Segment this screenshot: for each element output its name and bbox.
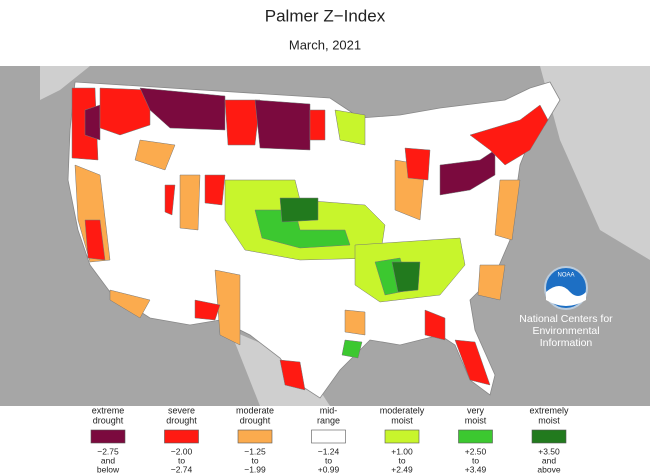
legend-range: −2.00 [171, 446, 193, 456]
legend-label: moist [538, 415, 560, 425]
legend-swatch [458, 429, 493, 444]
legend-swatch [311, 429, 346, 444]
region [439, 149, 496, 196]
legend-range: +1.00 [391, 446, 413, 456]
legend-label: severe [168, 405, 195, 415]
region [179, 174, 201, 231]
region [309, 109, 326, 141]
region [194, 299, 221, 321]
legend-range: below [97, 464, 120, 474]
region [84, 104, 101, 141]
region [344, 309, 366, 336]
legend-range: to [472, 455, 479, 465]
legend-label: range [317, 415, 340, 425]
legend-range: and [542, 455, 556, 465]
region [164, 184, 176, 216]
map-title: Palmer Z−Index [265, 6, 386, 25]
legend-label: drought [240, 415, 271, 425]
region [391, 261, 421, 293]
legend-swatch [384, 429, 420, 444]
legend-range: +3.49 [465, 464, 487, 474]
canada [40, 66, 650, 260]
noaa-text: Information [540, 337, 593, 349]
legend-label: extremely [529, 405, 569, 415]
region [204, 174, 226, 206]
region [404, 147, 431, 181]
legend-label: moist [465, 415, 487, 425]
region [334, 109, 366, 146]
region [279, 197, 319, 223]
region [454, 339, 491, 386]
region [424, 309, 446, 341]
legend-label: moist [391, 415, 413, 425]
region [254, 99, 311, 151]
legend-swatch [90, 429, 126, 444]
legend-range: −1.99 [244, 464, 266, 474]
legend-swatch [531, 429, 567, 444]
legend-swatch [237, 429, 273, 444]
legend-label: moderately [380, 405, 425, 415]
region [477, 264, 506, 301]
legend-label: very [467, 405, 485, 415]
region [224, 99, 261, 146]
legend-label: drought [166, 415, 197, 425]
legend-range: to [398, 455, 405, 465]
region [469, 104, 549, 166]
region [109, 289, 151, 319]
legend-range: +0.99 [318, 464, 340, 474]
legend-range: −1.25 [244, 446, 266, 456]
region [341, 339, 363, 359]
noaa-text: Environmental [532, 325, 599, 337]
legend-range: above [537, 464, 560, 474]
legend-range: +2.49 [391, 464, 413, 474]
legend-range: +3.50 [538, 446, 560, 456]
legend-range: to [178, 455, 185, 465]
legend-label: drought [93, 415, 124, 425]
legend-swatch [164, 429, 199, 444]
region [279, 359, 306, 391]
legend-label: moderate [236, 405, 274, 415]
region [139, 87, 226, 131]
region [214, 269, 241, 346]
noaa-logo-text: NOAA [557, 273, 574, 279]
noaa-text: National Centers for [519, 313, 613, 325]
legend-range: −2.75 [97, 446, 119, 456]
noaa-logo-wave [546, 286, 586, 306]
legend-range: −1.24 [318, 446, 340, 456]
legend-label: mid- [320, 405, 338, 415]
legend-range: +2.50 [465, 446, 487, 456]
legend-range: −2.74 [171, 464, 193, 474]
region [84, 219, 106, 261]
region [134, 139, 176, 171]
legend-range: to [251, 455, 258, 465]
region [494, 179, 521, 241]
legend-label: extreme [92, 405, 125, 415]
legend-range: and [101, 455, 115, 465]
map-subtitle: March, 2021 [289, 37, 361, 52]
legend-range: to [325, 455, 332, 465]
